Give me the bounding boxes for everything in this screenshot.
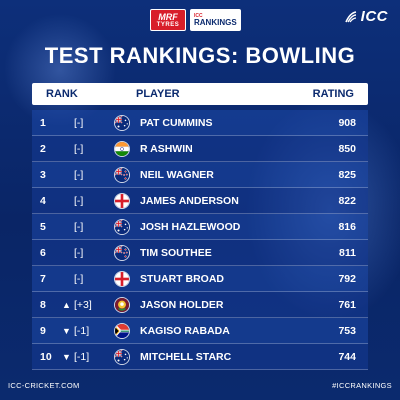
rank-position: 7 (40, 273, 46, 285)
australia-flag-icon (114, 219, 130, 235)
west-indies-flag-icon (114, 297, 130, 313)
india-flag-icon (114, 141, 130, 157)
player-rating: 822 (338, 195, 356, 207)
footer-website: ICC-CRICKET.COM (8, 381, 80, 390)
rank-position: 2 (40, 143, 46, 155)
up-arrow-icon: ▲ (62, 300, 71, 310)
rank-change: [-1] (74, 325, 90, 337)
rank-position: 8 (40, 299, 46, 311)
rank-change: [-1] (74, 351, 90, 363)
rank-change: [-] (74, 273, 84, 285)
south-africa-flag-icon (114, 323, 130, 339)
rank-position: 1 (40, 117, 46, 129)
table-row: 10 ▼ [-1] MITCHELL STARC 744 (32, 344, 368, 370)
player-rating: 761 (338, 299, 356, 311)
player-rating: 744 (338, 351, 356, 363)
player-rating: 792 (338, 273, 356, 285)
rank-change: [-] (74, 221, 84, 233)
top-bar: MRF TYRES ICC RANKINGS ICC (0, 0, 400, 38)
table-row: 4 [-] JAMES ANDERSON 822 (32, 188, 368, 214)
player-rating: 908 (338, 117, 356, 129)
column-header-player: PLAYER (136, 88, 180, 100)
rank-change: [-] (74, 195, 84, 207)
page-title: TEST RANKINGS: BOWLING (44, 43, 356, 68)
player-name: JASON HOLDER (140, 299, 224, 311)
rank-change: [-] (74, 117, 84, 129)
player-rating: 816 (338, 221, 356, 233)
player-name: KAGISO RABADA (140, 325, 230, 337)
rank-change: [+3] (74, 299, 92, 311)
column-header-rank: RANK (46, 88, 78, 100)
player-name: STUART BROAD (140, 273, 224, 285)
icc-swoosh-icon (344, 10, 356, 22)
england-flag-icon (114, 271, 130, 287)
player-name: MITCHELL STARC (140, 351, 232, 363)
sponsor-logo: MRF TYRES ICC RANKINGS (150, 9, 250, 31)
table-header: RANK PLAYER RATING (32, 83, 368, 105)
table-row: 1 [-] PAT CUMMINS 908 (32, 110, 368, 136)
down-arrow-icon: ▼ (62, 352, 71, 362)
table-row: 8 ▲ [+3] JASON HOLDER 761 (32, 292, 368, 318)
mrf-tyres-logo: MRF TYRES (150, 9, 186, 31)
table-row: 6 [-] TIM SOUTHEE 811 (32, 240, 368, 266)
player-name: TIM SOUTHEE (140, 247, 212, 259)
icc-rankings-badge: ICC RANKINGS (190, 9, 241, 31)
player-name: JAMES ANDERSON (140, 195, 239, 207)
rankings-table: 1 [-] PAT CUMMINS 908 2 [-] R ASHWIN 850 3 [-] NEI… (32, 110, 368, 370)
table-row: 5 [-] JOSH HAZLEWOOD 816 (32, 214, 368, 240)
table-row: 3 [-] NEIL WAGNER 825 (32, 162, 368, 188)
rank-change: [-] (74, 169, 84, 181)
rank-change: [-] (74, 247, 84, 259)
column-header-rating: RATING (312, 88, 354, 100)
rank-position: 3 (40, 169, 46, 181)
rank-position: 6 (40, 247, 46, 259)
player-name: PAT CUMMINS (140, 117, 213, 129)
footer-hashtag: #ICCRANKINGS (332, 381, 392, 390)
australia-flag-icon (114, 115, 130, 131)
player-name: NEIL WAGNER (140, 169, 214, 181)
icc-logo: ICC (344, 8, 388, 25)
player-rating: 811 (339, 247, 356, 259)
rank-change: [-] (74, 143, 84, 155)
table-row: 7 [-] STUART BROAD 792 (32, 266, 368, 292)
new-zealand-flag-icon (114, 245, 130, 261)
rank-position: 10 (40, 351, 52, 363)
player-name: R ASHWIN (140, 143, 193, 155)
table-row: 9 ▼ [-1] KAGISO RABADA 753 (32, 318, 368, 344)
table-row: 2 [-] R ASHWIN 850 (32, 136, 368, 162)
down-arrow-icon: ▼ (62, 326, 71, 336)
rank-position: 4 (40, 195, 46, 207)
australia-flag-icon (114, 349, 130, 365)
player-rating: 825 (338, 169, 356, 181)
player-name: JOSH HAZLEWOOD (140, 221, 241, 233)
player-rating: 753 (338, 325, 356, 337)
rank-position: 9 (40, 325, 46, 337)
player-rating: 850 (338, 143, 356, 155)
rank-position: 5 (40, 221, 46, 233)
england-flag-icon (114, 193, 130, 209)
new-zealand-flag-icon (114, 167, 130, 183)
